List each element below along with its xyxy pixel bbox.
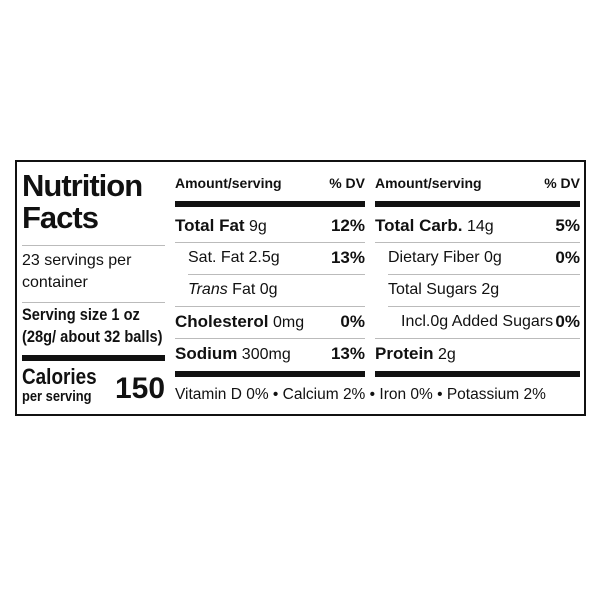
nutrient-name: Protein [375, 344, 434, 363]
row-separator [188, 274, 365, 275]
nutrient-amount: 2.5g [248, 249, 280, 266]
header-dv: % DV [544, 175, 580, 191]
row-separator [388, 274, 580, 275]
row-separator [375, 338, 580, 339]
nutrient-amount: 0g [484, 249, 502, 266]
nutrient-amount: 300mg [241, 346, 291, 363]
nutrient-name: Total Carb. [375, 216, 463, 235]
row-separator [375, 242, 580, 243]
nutrient-dv: 5% [555, 216, 580, 235]
nutrient-amount: 14g [466, 218, 494, 235]
nutrient-dv: 12% [330, 216, 365, 235]
thick-bar [175, 371, 365, 377]
row: Sodium 300mg [175, 338, 291, 371]
row-separator [388, 306, 580, 307]
serving-weight: (28g/ about 32 balls) [22, 327, 163, 346]
row: Dietary Fiber 0g [388, 242, 502, 274]
row-separator [175, 242, 365, 243]
nutrient-dv: 13% [330, 344, 365, 363]
nutrient-name: Sodium [175, 344, 238, 363]
nutrient-name: Incl.0g Added Sugars [401, 313, 554, 330]
thick-bar [375, 201, 580, 207]
row: Total Carb. 14g [375, 210, 494, 243]
nutrient-dv: 0% [555, 312, 580, 331]
nutrient-amount: 0mg [272, 314, 305, 331]
header-dv: % DV [329, 175, 365, 191]
calories-label: Calories [22, 364, 97, 389]
row: Total Fat 9g [175, 210, 267, 243]
row: Sat. Fat 2.5g [188, 242, 280, 274]
nutrient-name: Dietary Fiber [388, 249, 480, 266]
calories-sublabel: per serving [22, 388, 92, 405]
nutrient-name: Cholesterol [175, 312, 269, 331]
row-separator [175, 338, 365, 339]
nutrient-amount: 2g [481, 281, 500, 298]
nutrient-name-italic: Trans [188, 281, 228, 298]
nutrient-amount: 0g [259, 281, 278, 298]
nutrient-amount: 9g [249, 218, 267, 235]
nutrient-name: Total Sugars [388, 281, 477, 298]
thick-bar [375, 371, 580, 377]
row: Protein 2g [375, 338, 456, 371]
nutrient-dv: 0% [555, 248, 580, 267]
nutrient-dv: 13% [330, 248, 365, 267]
row: Cholesterol 0mg [175, 306, 304, 339]
calories-value: 150 [115, 372, 166, 405]
row: Total Sugars 2g [388, 274, 499, 306]
header-amount: Amount/serving [175, 175, 282, 191]
title: Nutrition Facts [22, 168, 143, 235]
row-separator [175, 306, 365, 307]
nutrient-name: Total Fat [175, 216, 245, 235]
nutrient-name: Fat [232, 281, 256, 298]
label-border [15, 160, 586, 416]
row: Trans Fat 0g [188, 274, 278, 306]
row: Incl.0g Added Sugars [401, 306, 553, 338]
footer: Vitamin D 0% • Calcium 2% • Iron 0% • Po… [175, 386, 546, 403]
servings: 23 servings per container [22, 252, 132, 291]
serving-size: Serving size 1 oz [22, 305, 140, 324]
nutrient-name: Sat. Fat [188, 249, 245, 266]
thick-bar [175, 201, 365, 207]
nutrient-dv: 0% [340, 312, 365, 331]
nutrient-amount: 2g [438, 346, 456, 363]
header-amount: Amount/serving [375, 175, 482, 191]
